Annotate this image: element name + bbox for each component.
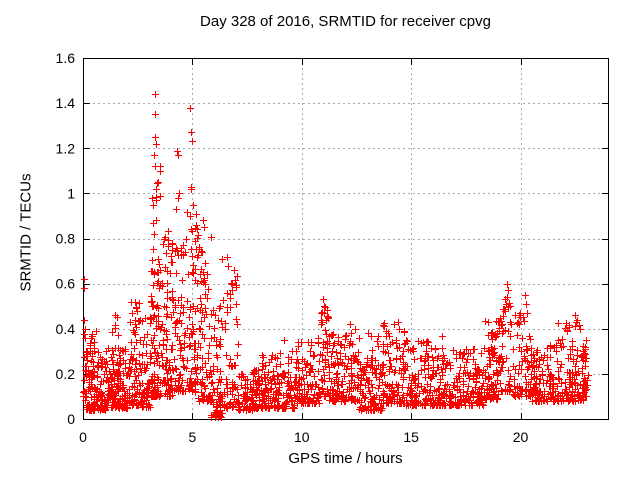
x-axis-title: GPS time / hours [288, 450, 403, 467]
x-tick-label: 5 [188, 429, 196, 445]
y-tick-label: 1.6 [56, 50, 76, 66]
x-tick-label: 15 [403, 429, 419, 445]
y-tick-label: 1.4 [56, 95, 76, 111]
chart-title: Day 328 of 2016, SRMTID for receiver cpv… [200, 13, 491, 30]
plot-border [83, 58, 609, 420]
y-tick-label: 0.8 [56, 231, 76, 247]
y-tick-label: 0.4 [56, 321, 76, 337]
x-tick-label: 10 [294, 429, 310, 445]
y-axis-title: SRMTID / TECUs [17, 173, 35, 292]
y-tick-label: 0 [67, 411, 75, 427]
x-tick-label: 20 [513, 429, 529, 445]
x-tick-label: 0 [79, 429, 87, 445]
scatter-points [80, 91, 592, 421]
y-tick-label: 0.2 [56, 366, 76, 382]
y-tick-label: 1.2 [56, 140, 76, 156]
y-tick-label: 0.6 [56, 276, 76, 292]
y-tick-label: 1 [67, 185, 75, 201]
